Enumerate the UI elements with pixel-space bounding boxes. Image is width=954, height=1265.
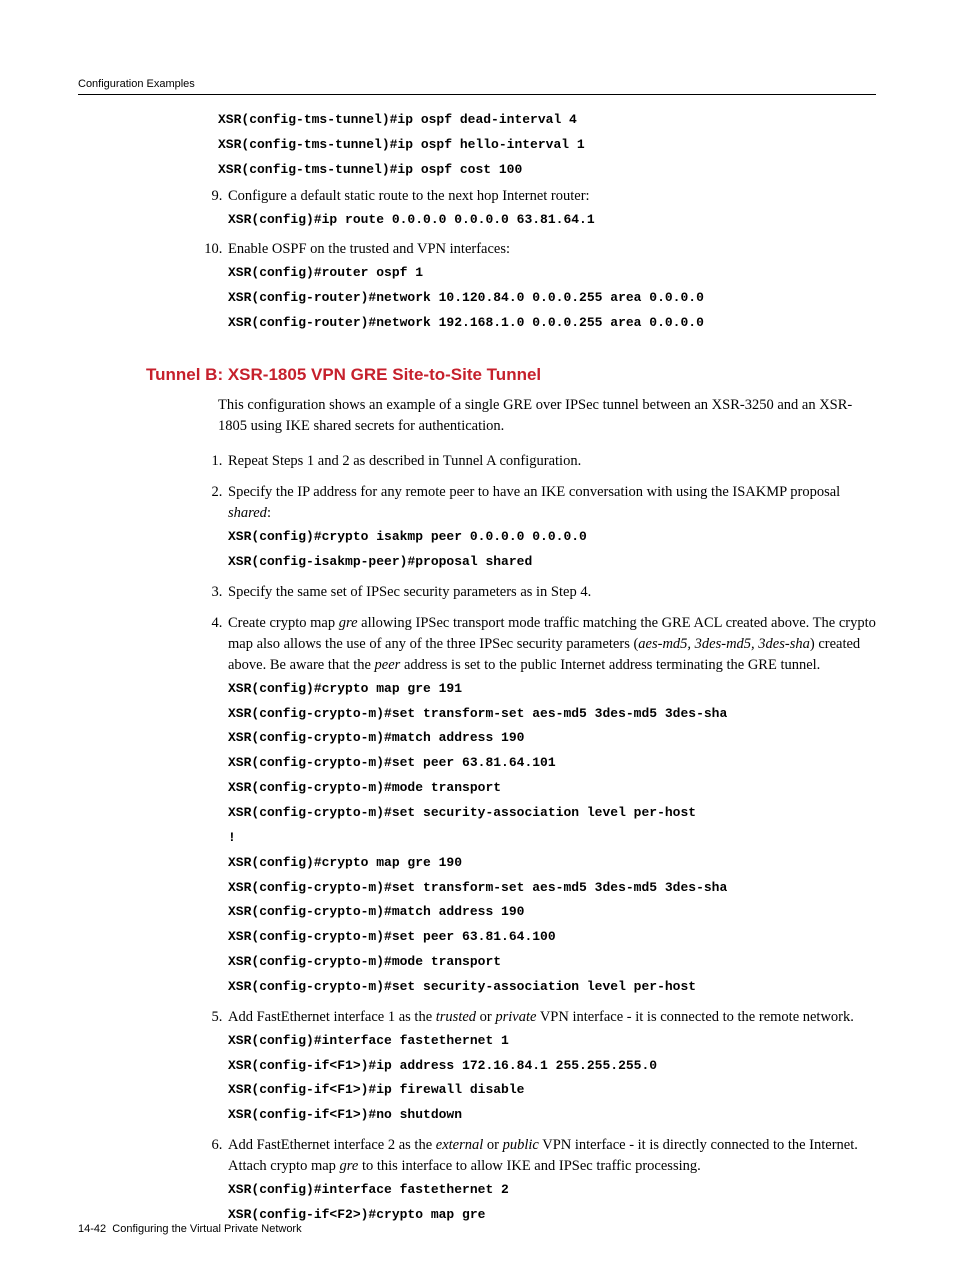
- code-block: XSR(config-if<F2>)#crypto map gre: [228, 1206, 876, 1225]
- text-italic: gre: [340, 1158, 359, 1174]
- text-italic: private: [495, 1009, 536, 1025]
- text-run: or: [476, 1009, 495, 1025]
- code-block: !: [228, 829, 876, 848]
- code-block: XSR(config-isakmp-peer)#proposal shared: [228, 553, 876, 572]
- text-italic: external: [436, 1137, 484, 1153]
- running-header: Configuration Examples: [78, 78, 876, 90]
- step-9: Configure a default static route to the …: [226, 186, 876, 230]
- text-italic: shared: [228, 505, 267, 521]
- text-run: or: [483, 1137, 502, 1153]
- code-block: XSR(config-crypto-m)#mode transport: [228, 953, 876, 972]
- text-run: Specify the IP address for any remote pe…: [228, 484, 840, 500]
- step-1: Repeat Steps 1 and 2 as described in Tun…: [226, 451, 876, 472]
- page-footer: 14-42 Configuring the Virtual Private Ne…: [78, 1223, 302, 1235]
- step-text: Specify the same set of IPSec security p…: [228, 582, 876, 603]
- step-text: Add FastEthernet interface 2 as the exte…: [228, 1135, 876, 1177]
- text-italic: gre: [339, 615, 358, 631]
- step-4: Create crypto map gre allowing IPSec tra…: [226, 613, 876, 997]
- code-block: XSR(config)#crypto isakmp peer 0.0.0.0 0…: [228, 528, 876, 547]
- code-block: XSR(config-router)#network 192.168.1.0 0…: [228, 314, 876, 333]
- step-text: Configure a default static route to the …: [228, 186, 876, 207]
- section-intro: This configuration shows an example of a…: [218, 395, 876, 437]
- code-block: XSR(config-crypto-m)#set transform-set a…: [228, 705, 876, 724]
- text-italic: aes-md5, 3des-md5, 3des-sha: [638, 636, 810, 652]
- step-10: Enable OSPF on the trusted and VPN inter…: [226, 239, 876, 333]
- step-6: Add FastEthernet interface 2 as the exte…: [226, 1135, 876, 1225]
- code-block: XSR(config)#ip route 0.0.0.0 0.0.0.0 63.…: [228, 211, 876, 230]
- code-block: XSR(config-tms-tunnel)#ip ospf dead-inte…: [218, 111, 876, 130]
- text-italic: peer: [375, 657, 401, 673]
- steps-list-a: Configure a default static route to the …: [196, 186, 876, 333]
- text-run: Create crypto map: [228, 615, 339, 631]
- step-text: Enable OSPF on the trusted and VPN inter…: [228, 239, 876, 260]
- code-block: XSR(config-crypto-m)#set peer 63.81.64.1…: [228, 754, 876, 773]
- text-run: Add FastEthernet interface 2 as the: [228, 1137, 436, 1153]
- text-run: :: [267, 505, 271, 521]
- code-block: XSR(config-crypto-m)#match address 190: [228, 903, 876, 922]
- footer-page-number: 14-42: [78, 1223, 106, 1235]
- page: Configuration Examples XSR(config-tms-tu…: [0, 0, 954, 1265]
- text-run: to this interface to allow IKE and IPSec…: [358, 1158, 700, 1174]
- step-text: Specify the IP address for any remote pe…: [228, 482, 876, 524]
- code-block: XSR(config)#interface fastethernet 1: [228, 1032, 876, 1051]
- steps-list-b: Repeat Steps 1 and 2 as described in Tun…: [196, 451, 876, 1225]
- step-text: Add FastEthernet interface 1 as the trus…: [228, 1007, 876, 1028]
- footer-chapter: Configuring the Virtual Private Network: [112, 1223, 301, 1235]
- code-block: XSR(config-tms-tunnel)#ip ospf hello-int…: [218, 136, 876, 155]
- code-block: XSR(config-if<F1>)#ip address 172.16.84.…: [228, 1057, 876, 1076]
- code-block: XSR(config-tms-tunnel)#ip ospf cost 100: [218, 161, 876, 180]
- text-italic: public: [503, 1137, 539, 1153]
- step-5: Add FastEthernet interface 1 as the trus…: [226, 1007, 876, 1125]
- section-heading: Tunnel B: XSR-1805 VPN GRE Site-to-Site …: [146, 365, 876, 385]
- text-run: VPN interface - it is connected to the r…: [536, 1009, 853, 1025]
- step-text: Create crypto map gre allowing IPSec tra…: [228, 613, 876, 676]
- step-text: Repeat Steps 1 and 2 as described in Tun…: [228, 451, 876, 472]
- code-block: XSR(config-crypto-m)#set peer 63.81.64.1…: [228, 928, 876, 947]
- header-rule: [78, 94, 876, 95]
- text-run: Add FastEthernet interface 1 as the: [228, 1009, 436, 1025]
- code-block: XSR(config-crypto-m)#set security-associ…: [228, 804, 876, 823]
- code-block: XSR(config)#crypto map gre 191: [228, 680, 876, 699]
- text-run: address is set to the public Internet ad…: [400, 657, 820, 673]
- code-block: XSR(config-router)#network 10.120.84.0 0…: [228, 289, 876, 308]
- code-block: XSR(config-crypto-m)#set transform-set a…: [228, 879, 876, 898]
- step-2: Specify the IP address for any remote pe…: [226, 482, 876, 572]
- code-block: XSR(config-if<F1>)#no shutdown: [228, 1106, 876, 1125]
- code-block: XSR(config-if<F1>)#ip firewall disable: [228, 1081, 876, 1100]
- code-block: XSR(config)#crypto map gre 190: [228, 854, 876, 873]
- step-3: Specify the same set of IPSec security p…: [226, 582, 876, 603]
- code-block: XSR(config)#interface fastethernet 2: [228, 1181, 876, 1200]
- text-italic: trusted: [436, 1009, 476, 1025]
- code-block: XSR(config-crypto-m)#match address 190: [228, 729, 876, 748]
- code-block: XSR(config-crypto-m)#set security-associ…: [228, 978, 876, 997]
- code-block: XSR(config-crypto-m)#mode transport: [228, 779, 876, 798]
- code-block: XSR(config)#router ospf 1: [228, 264, 876, 283]
